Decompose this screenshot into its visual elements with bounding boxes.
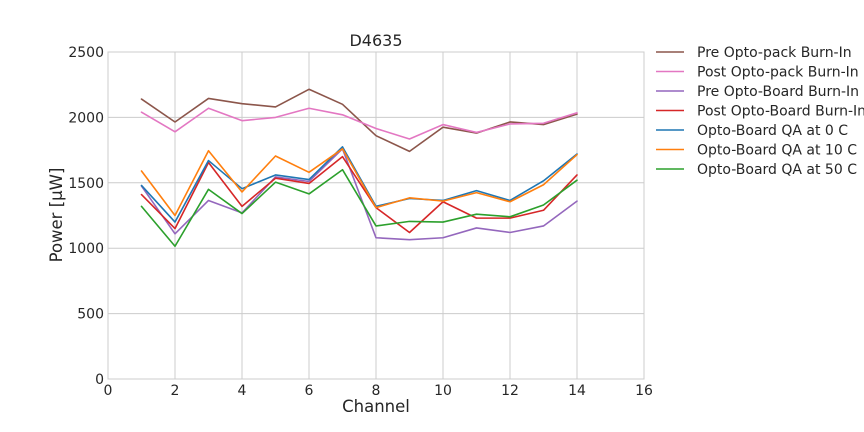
y-tick-label: 2500 (68, 45, 104, 61)
series-lines (140, 88, 578, 248)
x-tick-label: 6 (305, 383, 314, 399)
y-tick-label: 0 (95, 372, 104, 388)
x-tick-label: 4 (238, 383, 247, 399)
legend-label: Post Opto-pack Burn-In (697, 65, 859, 81)
x-tick-label: 2 (171, 383, 180, 399)
y-tick-label: 2000 (68, 110, 104, 126)
chart-title: D4635 (349, 31, 402, 50)
x-tick-label: 12 (501, 383, 519, 399)
legend-label: Post Opto-Board Burn-In (697, 104, 864, 120)
series-line-4 (140, 155, 578, 234)
x-tick-label: 16 (635, 383, 653, 399)
x-tick-label: 14 (568, 383, 586, 399)
y-tick-label: 500 (77, 307, 104, 323)
legend-label: Opto-Board QA at 10 C (697, 143, 857, 159)
x-tick-label: 10 (434, 383, 452, 399)
y-axis-title: Power [µW] (47, 168, 66, 263)
legend-label: Opto-Board QA at 0 C (697, 123, 848, 139)
series-line-6 (140, 147, 578, 217)
legend-label: Pre Opto-Board Burn-In (697, 84, 859, 100)
x-axis-title: Channel (342, 397, 410, 416)
series-line-5 (140, 146, 578, 223)
series-line-3 (140, 147, 578, 241)
y-tick-label: 1000 (68, 241, 104, 257)
series-line-7 (140, 168, 578, 248)
tick-labels: 0 2 4 6 8 10 12 14 16 0 500 1000 1500 2000 2500 (68, 45, 653, 399)
y-tick-label: 1500 (68, 176, 104, 192)
legend-label: Pre Opto-pack Burn-In (697, 45, 852, 61)
series-line-2 (140, 107, 578, 140)
legend: Pre Opto-pack Burn-In Post Opto-pack Burn… (656, 45, 864, 178)
x-tick-label: 0 (104, 383, 113, 399)
x-tick-label: 8 (372, 383, 381, 399)
legend-label: Opto-Board QA at 50 C (697, 162, 857, 178)
plot-frame (107, 51, 645, 380)
series-line-1 (140, 88, 578, 153)
